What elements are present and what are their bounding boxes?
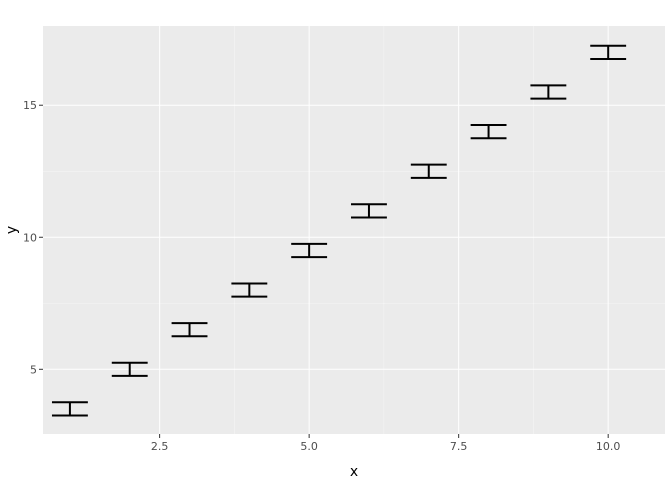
y-tick-label: 15 <box>23 99 37 112</box>
errorbar <box>291 242 328 259</box>
errorbar <box>231 282 268 298</box>
errorbar <box>51 401 88 417</box>
errorbar <box>470 124 507 140</box>
errorbar-series <box>51 44 627 417</box>
errorbar <box>530 84 567 100</box>
x-tick-label: 10.0 <box>596 440 621 453</box>
y-tick-label: 5 <box>30 363 37 376</box>
errorbar <box>111 361 148 377</box>
x-tick-label: 7.5 <box>450 440 468 453</box>
x-axis: 2.5 5.0 7.5 10.0 <box>151 434 621 453</box>
minor-gridlines <box>43 26 665 434</box>
x-tick-label: 2.5 <box>151 440 169 453</box>
y-axis-title: y <box>4 226 20 234</box>
errorbar <box>351 203 387 219</box>
errorbar <box>410 163 447 179</box>
plot-panel <box>43 26 665 434</box>
x-axis-title: x <box>350 464 358 480</box>
x-tick-label: 5.0 <box>300 440 318 453</box>
y-tick-label: 10 <box>23 231 37 244</box>
y-axis: 5 10 15 <box>23 99 43 376</box>
errorbar <box>590 44 627 61</box>
major-gridlines <box>43 26 665 434</box>
errorbar <box>171 322 208 338</box>
